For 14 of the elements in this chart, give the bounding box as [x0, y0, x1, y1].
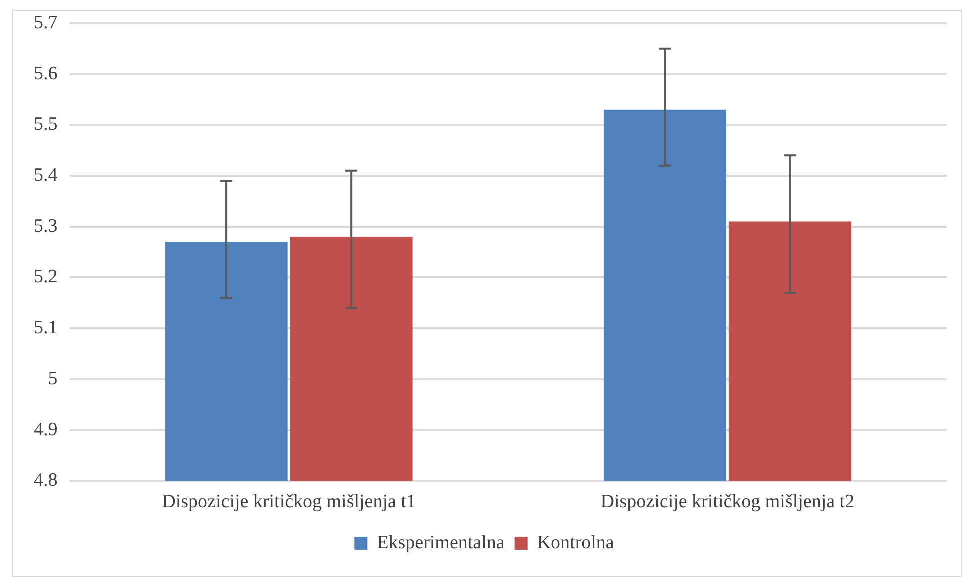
y-tick-label: 5 [48, 368, 58, 390]
x-tick-label: Dispozicije kritičkog mišljenja t2 [600, 492, 855, 513]
y-tick-label: 5.5 [34, 114, 58, 136]
y-tick-label: 5.6 [34, 63, 58, 84]
y-tick-label: 5.3 [34, 216, 58, 237]
y-tick-label: 4.8 [34, 470, 58, 492]
y-tick-label: 5.7 [34, 12, 58, 34]
x-tick-label: Dispozicije kritičkog mišljenja t1 [162, 492, 416, 513]
y-tick-label: 5.2 [34, 266, 58, 288]
legend-label: Kontrolna [537, 532, 615, 554]
legend-label: Eksperimentalna [377, 532, 506, 554]
y-tick-label: 5.4 [34, 164, 58, 186]
y-tick-label: 4.9 [34, 419, 58, 440]
y-tick-label: 5.1 [34, 318, 58, 339]
